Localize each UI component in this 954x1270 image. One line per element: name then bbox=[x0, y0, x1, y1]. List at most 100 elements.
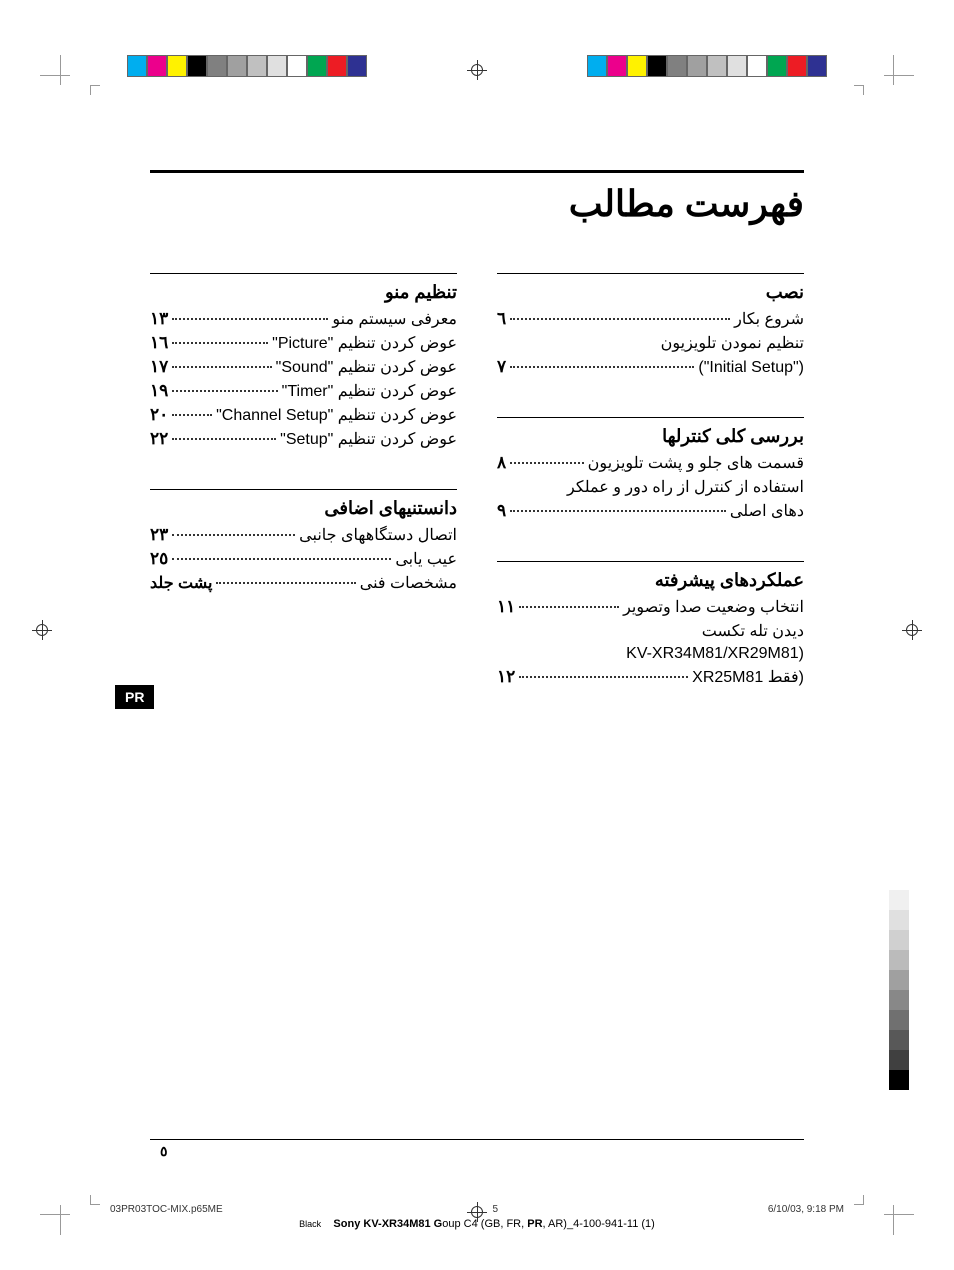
inner-crop-br bbox=[854, 1195, 864, 1205]
toc-leader-dots bbox=[510, 462, 584, 464]
colorbar-cell bbox=[687, 55, 707, 77]
registration-mark-top bbox=[467, 60, 487, 80]
toc-entry: انتخاب وضعیت صدا وتصویر ١١ bbox=[497, 597, 804, 617]
colorbar-cell bbox=[727, 55, 747, 77]
graybar-cell bbox=[889, 950, 909, 970]
footer-pagenum: 5 bbox=[492, 1204, 498, 1215]
section-rule bbox=[497, 561, 804, 562]
toc-entry: عوض کردن تنظیم "Sound" ١٧ bbox=[150, 357, 457, 377]
page-title: فهرست مطالب bbox=[150, 183, 804, 225]
registration-mark-left bbox=[32, 620, 52, 640]
toc-page: ٢٣ bbox=[150, 525, 168, 545]
top-rule bbox=[150, 170, 804, 173]
toc-leader-dots bbox=[216, 582, 355, 584]
colorbar-cell bbox=[667, 55, 687, 77]
colorbar-cell bbox=[647, 55, 667, 77]
colorbar-cell bbox=[267, 55, 287, 77]
footer-line2: Black Sony KV-XR34M81 Goup C4 (GB, FR, P… bbox=[110, 1218, 844, 1230]
graybar-cell bbox=[889, 970, 909, 990]
toc-page: ١٧ bbox=[150, 357, 168, 377]
toc-label: (KV-XR34M81/XR29M81 bbox=[626, 645, 804, 663]
toc-label: تنظیم نمودن تلویزیون bbox=[661, 333, 804, 353]
toc-label: استفاده از کنترل از راه دور و عملکر bbox=[567, 477, 804, 497]
toc-page: ١٢ bbox=[497, 667, 515, 687]
colorbar-cell bbox=[807, 55, 827, 77]
color-bar-left bbox=[127, 55, 367, 77]
toc-entry: عوض کردن تنظیم "Picture"١٦ bbox=[150, 333, 457, 353]
colorbar-cell bbox=[147, 55, 167, 77]
footer-black-label: Black bbox=[299, 1219, 321, 1229]
graybar-cell bbox=[889, 930, 909, 950]
toc-entry: (KV-XR34M81/XR29M81 bbox=[497, 645, 804, 663]
toc-leader-dots bbox=[172, 438, 276, 440]
toc-page: ١٩ bbox=[150, 381, 168, 401]
graybar-cell bbox=[889, 1030, 909, 1050]
toc-page: ١٣ bbox=[150, 309, 168, 329]
toc-label: عوض کردن تنظیم "Channel Setup" bbox=[216, 405, 457, 425]
toc-label: دیدن تله تکست bbox=[702, 621, 804, 641]
colorbar-cell bbox=[767, 55, 787, 77]
colorbar-cell bbox=[787, 55, 807, 77]
crop-mark-tr bbox=[874, 55, 914, 95]
footer-filename: 03PR03TOC-MIX.p65ME bbox=[110, 1204, 223, 1215]
toc-leader-dots bbox=[172, 534, 295, 536]
toc-leader-dots bbox=[172, 366, 271, 368]
toc-label: قسمت های جلو و پشت تلویزیون bbox=[588, 453, 804, 473]
crop-mark-bl bbox=[40, 1195, 80, 1235]
toc-page: ٧ bbox=[497, 357, 506, 377]
registration-mark-right bbox=[902, 620, 922, 640]
graybar-cell bbox=[889, 910, 909, 930]
colorbar-cell bbox=[587, 55, 607, 77]
colorbar-cell bbox=[327, 55, 347, 77]
colorbar-cell bbox=[747, 55, 767, 77]
footer-model-c: , AR)_4-100-941-11 (1) bbox=[543, 1218, 655, 1230]
toc-entry: قسمت های جلو و پشت تلویزیون ٨ bbox=[497, 453, 804, 473]
colorbar-cell bbox=[227, 55, 247, 77]
toc-page: ٢٠ bbox=[150, 405, 168, 425]
section-heading: عملکردهای پیشرفته bbox=[497, 570, 804, 591]
toc-label: شروع بکار bbox=[734, 309, 804, 329]
toc-leader-dots bbox=[172, 318, 328, 320]
graybar-cell bbox=[889, 1070, 909, 1090]
toc-leader-dots bbox=[519, 606, 619, 608]
toc-leader-dots bbox=[172, 390, 277, 392]
toc-leader-dots bbox=[172, 342, 268, 344]
section-rule bbox=[497, 417, 804, 418]
toc-label: عوض کردن تنظیم "Setup" bbox=[280, 429, 457, 449]
toc-label: مشخصات فنی bbox=[360, 573, 457, 593]
colorbar-cell bbox=[247, 55, 267, 77]
colorbar-cell bbox=[287, 55, 307, 77]
toc-page: ١١ bbox=[497, 597, 515, 617]
toc-label: عوض کردن تنظیم "Picture" bbox=[272, 333, 457, 353]
toc-entry: (فقط XR25M81 ١٢ bbox=[497, 667, 804, 687]
graybar-cell bbox=[889, 870, 909, 890]
footer-model-a: Sony KV-XR34M81 G bbox=[333, 1218, 442, 1230]
footer-line1: 03PR03TOC-MIX.p65ME 5 6/10/03, 9:18 PM bbox=[110, 1204, 844, 1215]
gray-bar-right bbox=[889, 870, 909, 1090]
toc-label: عوض کردن تنظیم "Sound" bbox=[276, 357, 457, 377]
toc-label: عوض کردن تنظیم "Timer" bbox=[282, 381, 457, 401]
toc-label: دهای اصلی bbox=[730, 501, 804, 521]
toc-label: (فقط XR25M81 bbox=[692, 667, 804, 687]
footer-timestamp: 6/10/03, 9:18 PM bbox=[768, 1204, 844, 1215]
inner-crop-tr bbox=[854, 85, 864, 95]
toc-leader-dots bbox=[519, 676, 688, 678]
section-heading: بررسی کلی کنترلها bbox=[497, 426, 804, 447]
page-number: ٥ bbox=[160, 1143, 168, 1160]
toc-leader-dots bbox=[172, 414, 212, 416]
colorbar-cell bbox=[187, 55, 207, 77]
toc-column-right: نصبشروع بکار٦تنظیم نمودن تلویزیون("Initi… bbox=[497, 265, 804, 691]
toc-entry: ("Initial Setup")٧ bbox=[497, 357, 804, 377]
toc-entry: عوض کردن تنظیم "Setup"٢٢ bbox=[150, 429, 457, 449]
colorbar-cell bbox=[207, 55, 227, 77]
toc-column-left: تنظیم منومعرفی سیستم منو١٣عوض کردن تنظیم… bbox=[150, 265, 457, 691]
language-tab-pr: PR bbox=[115, 685, 154, 709]
toc-label: انتخاب وضعیت صدا وتصویر bbox=[623, 597, 804, 617]
toc-leader-dots bbox=[510, 510, 726, 512]
colorbar-cell bbox=[167, 55, 187, 77]
footer-model-pr: PR bbox=[527, 1218, 542, 1230]
toc-entry: دهای اصلی ٩ bbox=[497, 501, 804, 521]
toc-page: ٩ bbox=[497, 501, 506, 521]
toc-entry: شروع بکار٦ bbox=[497, 309, 804, 329]
toc-page: ٨ bbox=[497, 453, 506, 473]
